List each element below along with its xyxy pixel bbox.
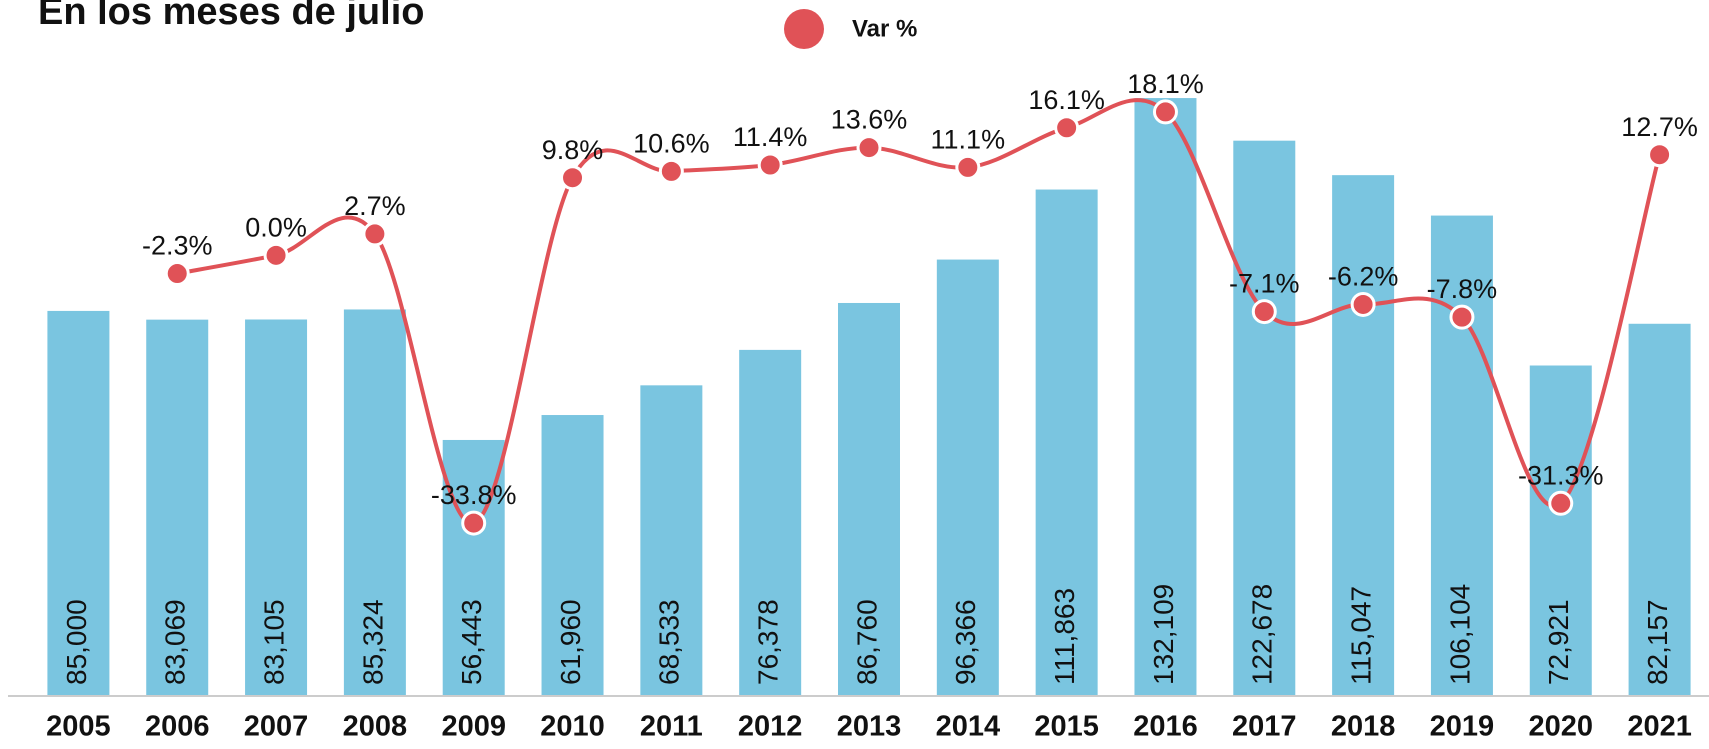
bar-value-label: 56,443 (456, 599, 487, 685)
bar-value-label: 115,047 (1346, 586, 1377, 685)
bar (936, 259, 999, 695)
x-tick-label: 2008 (343, 711, 408, 743)
line-value-label: 10.6% (633, 128, 710, 158)
line-value-label: 16.1% (1028, 85, 1105, 115)
bar-value-label: 83,105 (258, 599, 289, 685)
bar-value-label: 72,921 (1543, 599, 1574, 685)
line-point (658, 158, 684, 184)
line-value-label: -6.2% (1328, 262, 1399, 292)
line-value-label: -2.3% (142, 231, 213, 261)
bar (838, 302, 900, 695)
line-point (263, 242, 289, 268)
bar-value-label: 111,863 (1049, 588, 1080, 685)
bar (640, 385, 703, 695)
line-value-label: 11.1% (931, 125, 1006, 155)
line-value-label: 12.7% (1621, 112, 1698, 142)
line-point (1449, 304, 1475, 330)
line-value-label: 18.1% (1127, 69, 1204, 99)
bar (739, 349, 802, 695)
bar (1332, 175, 1395, 695)
bar (1628, 323, 1691, 695)
bar-value-label: 83,069 (160, 599, 191, 685)
x-tick-label: 2007 (244, 711, 309, 743)
line-value-label: 11.4% (733, 122, 808, 152)
line-value-label: 0.0% (245, 212, 307, 242)
bar (541, 415, 604, 695)
legend-swatch (784, 9, 824, 49)
bar-value-label: 76,378 (753, 599, 784, 685)
x-tick-label: 2014 (936, 711, 1001, 743)
line-point (1054, 115, 1080, 141)
x-tick-label: 2011 (640, 711, 703, 743)
line-point (1350, 291, 1376, 317)
line-value-label: -31.3% (1518, 460, 1604, 490)
x-tick-label: 2016 (1133, 711, 1198, 743)
bar-value-label: 85,324 (357, 599, 388, 685)
line-value-label: -33.8% (431, 480, 517, 510)
line-value-label: 13.6% (831, 105, 908, 135)
line-point (560, 165, 586, 191)
line-point (955, 154, 981, 180)
chart-title: En los meses de julio (38, 0, 424, 33)
bar (146, 319, 209, 695)
x-tick-label: 2021 (1627, 711, 1692, 743)
x-tick-label: 2006 (145, 711, 210, 743)
line-value-label: -7.1% (1229, 269, 1300, 299)
bar-value-label: 106,104 (1444, 584, 1475, 685)
bar (1035, 189, 1098, 695)
line-point (461, 510, 487, 536)
line-value-label: -7.8% (1427, 274, 1498, 304)
line-point (1647, 142, 1673, 168)
legend-label: Var % (852, 15, 917, 42)
x-tick-label: 2005 (46, 711, 111, 743)
x-tick-label: 2015 (1034, 711, 1099, 743)
x-tick-label: 2009 (441, 711, 506, 743)
bar (1233, 140, 1296, 695)
line-point (1251, 299, 1277, 325)
x-tick-label: 2020 (1529, 711, 1594, 743)
x-tick-label: 2010 (540, 711, 605, 743)
bar-value-label: 122,678 (1247, 584, 1278, 685)
bar-value-label: 96,366 (950, 599, 981, 685)
bar-value-label: 61,960 (555, 599, 586, 685)
x-tick-label: 2018 (1331, 711, 1396, 743)
bar (1430, 215, 1493, 695)
line-point (1152, 99, 1178, 125)
line-value-label: 2.7% (344, 191, 406, 221)
bar (343, 309, 406, 695)
bar-value-label: 68,533 (654, 599, 685, 685)
line-value-label: 9.8% (542, 135, 604, 165)
x-tick-label: 2012 (738, 711, 803, 743)
x-tick-label: 2013 (837, 711, 902, 743)
bar (1134, 98, 1197, 695)
line-point (164, 261, 190, 287)
line-point (1548, 490, 1574, 516)
line-point (362, 221, 388, 247)
bar (245, 319, 308, 695)
bar (1529, 365, 1592, 695)
x-tick-label: 2019 (1430, 711, 1495, 743)
bar (47, 310, 110, 695)
bar-value-label: 132,109 (1148, 584, 1179, 685)
line-point (757, 152, 783, 178)
bar-value-label: 82,157 (1642, 599, 1673, 685)
x-tick-label: 2017 (1232, 711, 1297, 743)
bar-value-label: 85,000 (61, 599, 92, 685)
bar-value-label: 86,760 (851, 599, 882, 685)
line-point (856, 135, 882, 161)
